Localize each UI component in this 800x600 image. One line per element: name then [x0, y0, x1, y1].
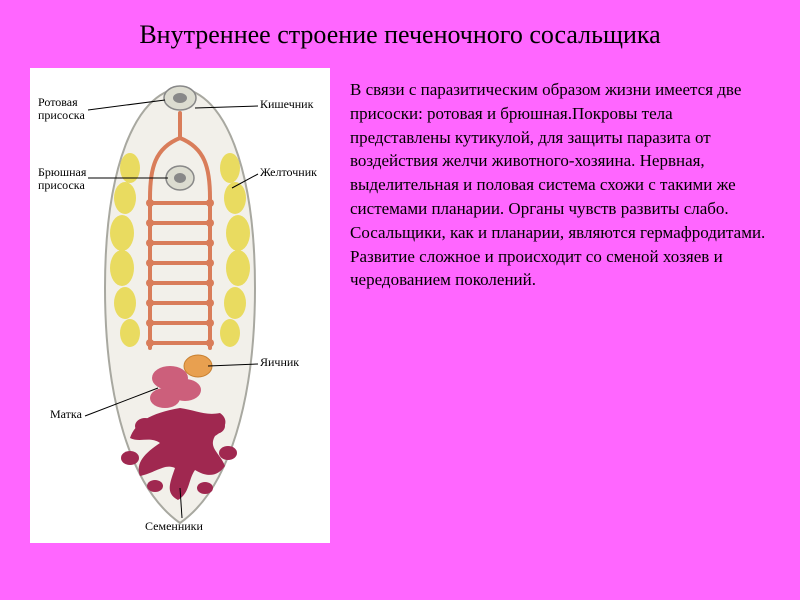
label-ovary: Яичник	[260, 356, 299, 369]
ventral-sucker	[166, 166, 194, 190]
label-uterus: Матка	[50, 408, 82, 421]
label-testes: Семенники	[145, 520, 203, 533]
anatomy-diagram: Ротоваяприсоска Кишечник Брюшнаяприсоска…	[30, 68, 330, 543]
slide-title: Внутреннее строение печеночного сосальщи…	[30, 20, 770, 50]
label-oral-sucker: Ротоваяприсоска	[38, 96, 85, 122]
label-ventral-sucker: Брюшнаяприсоска	[38, 166, 86, 192]
slide-root: Внутреннее строение печеночного сосальщи…	[0, 0, 800, 600]
oral-sucker	[164, 86, 196, 110]
label-vitellaria: Желточник	[260, 166, 317, 179]
label-intestine: Кишечник	[260, 98, 313, 111]
organism-svg	[30, 68, 330, 543]
content-row: Ротоваяприсоска Кишечник Брюшнаяприсоска…	[30, 68, 770, 543]
ovary-organ	[184, 355, 212, 377]
description-text: В связи с паразитическим образом жизни и…	[350, 68, 770, 543]
